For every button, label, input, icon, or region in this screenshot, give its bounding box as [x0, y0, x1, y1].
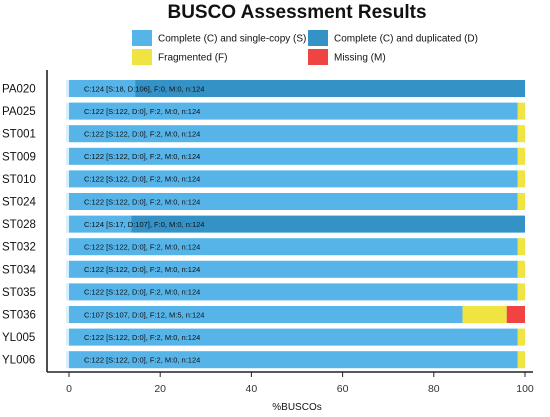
bar-annotation: C:124 [S:18, D:106], F:0, M:0, n:124 [84, 84, 204, 93]
bar-segment-complete-c-and-single-copy-s [69, 351, 518, 369]
bar-segment-complete-c-and-single-copy-s [69, 260, 518, 278]
bar-segment-complete-c-and-duplicated-d [135, 80, 525, 97]
bar-annotation: C:122 [S:122, D:0], F:2, M:0, n:124 [84, 243, 200, 252]
bar-segment-fragmented-f [517, 328, 525, 346]
legend-swatch-fragmented-f [132, 49, 152, 65]
bar-row-pa025: C:122 [S:122, D:0], F:2, M:0, n:124 PA025 [2, 102, 525, 120]
bar-segment-fragmented-f [517, 170, 525, 188]
bar-segment-fragmented-f [517, 283, 525, 301]
x-tick-label: 0 [66, 383, 72, 395]
bar-segment-fragmented-f [517, 193, 525, 210]
bar-segment-complete-c-and-single-copy-s [69, 170, 518, 188]
bar-segment-fragmented-f [517, 351, 525, 369]
bar-segment-complete-c-and-duplicated-d [131, 215, 526, 233]
bar-segment-fragmented-f [517, 102, 525, 120]
bar-row-st036: C:107 [S:107, D:0], F:12, M:5, n:124 ST03… [2, 306, 525, 323]
bar-annotation: C:122 [S:122, D:0], F:2, M:0, n:124 [84, 265, 200, 274]
bar-segment-complete-c-and-single-copy-s [69, 193, 518, 210]
bar-annotation: C:122 [S:122, D:0], F:2, M:0, n:124 [84, 175, 200, 184]
bar-segment-complete-c-and-single-copy-s [69, 80, 136, 97]
legend: Complete (C) and single-copy (S) Complete… [132, 30, 478, 65]
x-axis-title: %BUSCOs [272, 402, 321, 413]
bar-segment-complete-c-and-single-copy-s [69, 306, 463, 323]
bar-segment-fragmented-f [517, 147, 525, 165]
bar-segment-missing-m [506, 306, 525, 323]
legend-swatch-missing-m [308, 49, 328, 65]
bar-annotation: C:122 [S:122, D:0], F:2, M:0, n:124 [84, 152, 200, 161]
x-tick-label: 80 [428, 383, 440, 395]
bar-row-st009: C:122 [S:122, D:0], F:2, M:0, n:124 ST009 [2, 147, 525, 165]
x-tick-label: 40 [246, 383, 258, 395]
bar-annotation: C:107 [S:107, D:0], F:12, M:5, n:124 [84, 310, 204, 319]
bar-annotation: C:122 [S:122, D:0], F:2, M:0, n:124 [84, 107, 200, 116]
legend-label-complete-c-and-duplicated-d: Complete (C) and duplicated (D) [334, 34, 478, 45]
category-label-yl005: YL005 [2, 332, 35, 344]
bar-annotation: C:122 [S:122, D:0], F:2, M:0, n:124 [84, 288, 200, 297]
category-label-st024: ST024 [2, 197, 36, 209]
x-tick-label: 60 [337, 383, 349, 395]
legend-label-complete-c-and-single-copy-s: Complete (C) and single-copy (S) [158, 34, 306, 45]
bar-segment-complete-c-and-single-copy-s [69, 238, 518, 256]
bar-row-pa020: C:124 [S:18, D:106], F:0, M:0, n:124 PA02… [2, 80, 525, 97]
bar-annotation: C:122 [S:122, D:0], F:2, M:0, n:124 [84, 356, 200, 365]
bar-row-st032: C:122 [S:122, D:0], F:2, M:0, n:124 ST032 [2, 238, 525, 256]
legend-label-missing-m: Missing (M) [334, 53, 386, 64]
category-label-st001: ST001 [2, 129, 36, 141]
bar-row-st028: C:124 [S:17, D:107], F:0, M:0, n:124 ST02… [2, 215, 526, 233]
category-label-st035: ST035 [2, 287, 36, 299]
category-label-st010: ST010 [2, 174, 36, 186]
legend-label-fragmented-f: Fragmented (F) [158, 53, 227, 64]
category-label-st028: ST028 [2, 219, 36, 231]
category-label-st032: ST032 [2, 242, 36, 254]
bar-annotation: C:122 [S:122, D:0], F:2, M:0, n:124 [84, 130, 200, 139]
bar-segment-complete-c-and-single-copy-s [69, 102, 518, 120]
chart-title: BUSCO Assessment Results [167, 2, 426, 23]
bar-annotation: C:124 [S:17, D:107], F:0, M:0, n:124 [84, 220, 204, 229]
bar-row-st010: C:122 [S:122, D:0], F:2, M:0, n:124 ST010 [2, 170, 525, 188]
bar-segment-fragmented-f [517, 260, 525, 278]
category-label-st034: ST034 [2, 264, 36, 276]
bar-row-st001: C:122 [S:122, D:0], F:2, M:0, n:124 ST001 [2, 125, 525, 143]
category-label-yl006: YL006 [2, 355, 35, 367]
category-label-pa025: PA025 [2, 106, 36, 118]
bar-segment-fragmented-f [517, 125, 525, 143]
plot-area: C:124 [S:18, D:106], F:0, M:0, n:124 PA02… [2, 70, 534, 395]
bar-row-st024: C:122 [S:122, D:0], F:2, M:0, n:124 ST024 [2, 193, 525, 210]
category-label-st036: ST036 [2, 310, 36, 322]
bar-segment-fragmented-f [517, 238, 525, 256]
bar-segment-complete-c-and-single-copy-s [69, 328, 518, 346]
legend-swatch-complete-c-and-single-copy-s [132, 30, 152, 46]
x-tick-label: 20 [154, 383, 166, 395]
category-label-st009: ST009 [2, 151, 36, 163]
bar-segment-complete-c-and-single-copy-s [69, 147, 518, 165]
x-tick-label: 100 [516, 383, 534, 395]
bar-segment-complete-c-and-single-copy-s [69, 215, 132, 233]
category-label-pa020: PA020 [2, 84, 36, 96]
bar-row-st034: C:122 [S:122, D:0], F:2, M:0, n:124 ST034 [2, 260, 525, 278]
bar-row-yl006: C:122 [S:122, D:0], F:2, M:0, n:124 YL006 [2, 351, 525, 369]
bar-annotation: C:122 [S:122, D:0], F:2, M:0, n:124 [84, 333, 200, 342]
bar-row-yl005: C:122 [S:122, D:0], F:2, M:0, n:124 YL005 [2, 328, 525, 346]
bar-segment-complete-c-and-single-copy-s [69, 283, 518, 301]
bar-segment-complete-c-and-single-copy-s [69, 125, 518, 143]
legend-swatch-complete-c-and-duplicated-d [308, 30, 328, 46]
bar-annotation: C:122 [S:122, D:0], F:2, M:0, n:124 [84, 197, 200, 206]
bar-row-st035: C:122 [S:122, D:0], F:2, M:0, n:124 ST035 [2, 283, 525, 301]
bar-segment-fragmented-f [462, 306, 507, 323]
